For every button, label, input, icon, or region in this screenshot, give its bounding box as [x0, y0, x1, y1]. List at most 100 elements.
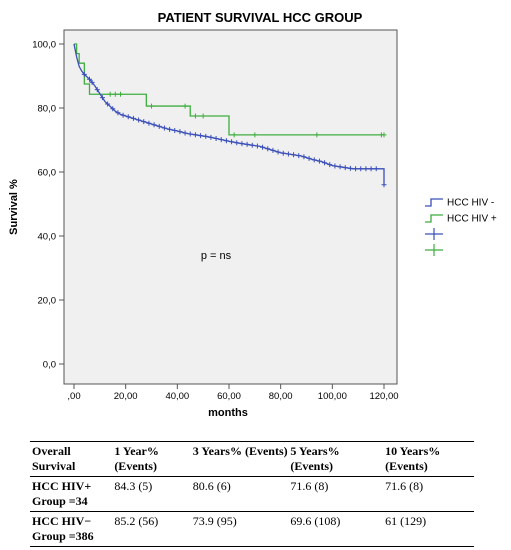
censor-mark: [130, 115, 136, 121]
censor-mark: [118, 91, 123, 97]
table-cell: 71.6 (8): [385, 479, 424, 493]
censor-mark: [363, 166, 369, 172]
censor-mark: [316, 158, 322, 164]
censor-mark: [252, 132, 258, 138]
censor-mark: [301, 154, 307, 160]
censor-mark: [146, 120, 152, 126]
censor-mark: [120, 112, 126, 118]
censor-mark: [192, 132, 198, 138]
plot-area: [63, 29, 398, 385]
table-cell: 61 (129): [385, 514, 427, 528]
censor-mark: [192, 113, 198, 119]
censor-mark: [327, 162, 333, 168]
table-cell: 73.9 (95): [192, 514, 237, 528]
censor-mark: [141, 119, 147, 125]
censor-mark: [223, 138, 229, 144]
censor-mark: [244, 141, 250, 147]
censor-mark: [149, 103, 154, 109]
censor-mark: [353, 166, 359, 172]
censor-mark: [187, 131, 193, 137]
legend-label: HCC HIV -: [447, 198, 494, 209]
censor-mark: [167, 126, 173, 132]
y-axis-label: Survival %: [8, 179, 20, 235]
censor-mark: [296, 153, 302, 159]
censor-mark: [81, 71, 87, 77]
censor-mark: [368, 166, 374, 172]
censor-mark: [208, 134, 214, 140]
table-row: HCC HIV− Group =386 85.2 (56) 73.9 (95) …: [30, 512, 474, 547]
censor-mark: [198, 133, 204, 139]
censor-mark: [285, 151, 291, 157]
censor-mark: [322, 160, 328, 166]
censor-mark: [381, 182, 387, 188]
censor-mark: [110, 106, 116, 112]
censor-mark: [306, 155, 312, 161]
table-header-cell: 10 Years% (Events): [385, 444, 441, 473]
censor-mark: [112, 91, 118, 97]
censor-mark: [94, 87, 100, 93]
y-axis: 0,0 20,0 40,0 60,0 80,0 100,0: [32, 40, 64, 371]
censor-mark: [200, 113, 206, 119]
censor-mark: [182, 130, 188, 136]
survival-table-container: Overall Survival 1 Year% (Events) 3 Year…: [30, 441, 474, 547]
censor-mark: [99, 95, 105, 101]
table-row-label: HCC HIV+ Group =34: [32, 479, 92, 508]
censor-mark: [203, 133, 209, 139]
x-tick-label: 60,00: [217, 391, 241, 402]
legend: HCC HIV - HCC HIV +: [425, 198, 497, 256]
table-cell: 71.6 (8): [290, 479, 329, 493]
series-layer: [73, 43, 387, 188]
survival-chart: PATIENT SURVIVAL HCC GROUP 0,0 20,0 40,0 60…: [8, 10, 497, 419]
survival-table: Overall Survival 1 Year% (Events) 3 Year…: [30, 441, 474, 547]
x-axis: ,00 20,00 40,00 60,00 80,00 100,00 120,00: [67, 384, 399, 402]
censor-mark: [182, 103, 188, 109]
censor-mark: [213, 135, 219, 141]
x-tick-label: 120,00: [369, 391, 398, 402]
censor-mark: [337, 164, 343, 170]
table-header-cell: Overall Survival: [32, 444, 76, 473]
censor-mark: [136, 117, 142, 123]
table-header-cell: 1 Year% (Events): [114, 444, 159, 473]
censor-mark: [151, 122, 157, 128]
table-header-cell: 5 Years% (Events): [290, 444, 340, 473]
censor-mark: [172, 127, 178, 133]
table-cell: 85.2 (56): [114, 514, 159, 528]
censor-mark: [234, 140, 240, 146]
table-row: HCC HIV+ Group =34 84.3 (5) 80.6 (6) 71.…: [30, 477, 474, 512]
legend-label: HCC HIV +: [447, 214, 497, 225]
censor-mark: [270, 147, 276, 153]
x-tick-label: 40,00: [165, 391, 189, 402]
censor-mark: [332, 163, 338, 169]
censor-mark: [342, 165, 348, 171]
y-tick-label: 0,0: [43, 360, 56, 371]
legend-censor-swatch: [425, 228, 443, 240]
x-tick-label: 80,00: [269, 391, 293, 402]
x-tick-label: 20,00: [114, 391, 138, 402]
censor-mark: [239, 141, 245, 147]
legend-swatch: [425, 198, 443, 207]
table-header-cell: 3 Years% (Events): [192, 444, 288, 458]
censor-mark: [125, 114, 131, 120]
table-header-row: Overall Survival 1 Year% (Events) 3 Year…: [30, 441, 474, 477]
censor-mark: [275, 149, 281, 155]
censor-mark: [231, 132, 237, 138]
table-cell: 80.6 (6): [192, 479, 231, 493]
censor-mark: [89, 79, 95, 85]
censor-mark: [291, 152, 297, 158]
chart-title: PATIENT SURVIVAL HCC GROUP: [158, 10, 363, 25]
censor-mark: [260, 144, 266, 150]
censor-mark: [254, 143, 260, 149]
censor-mark: [314, 132, 320, 138]
censor-mark: [87, 76, 92, 82]
censor-mark: [347, 165, 353, 171]
y-tick-label: 20,0: [38, 296, 57, 307]
y-tick-label: 100,0: [32, 40, 56, 51]
censor-mark: [161, 125, 167, 131]
censor-mark: [105, 101, 111, 107]
x-tick-label: 100,00: [318, 391, 347, 402]
censor-mark: [265, 146, 271, 152]
censor-mark: [381, 132, 387, 138]
censor-mark: [229, 139, 235, 145]
legend-censor-swatch: [425, 244, 443, 256]
p-value-annotation: p = ns: [201, 250, 232, 262]
